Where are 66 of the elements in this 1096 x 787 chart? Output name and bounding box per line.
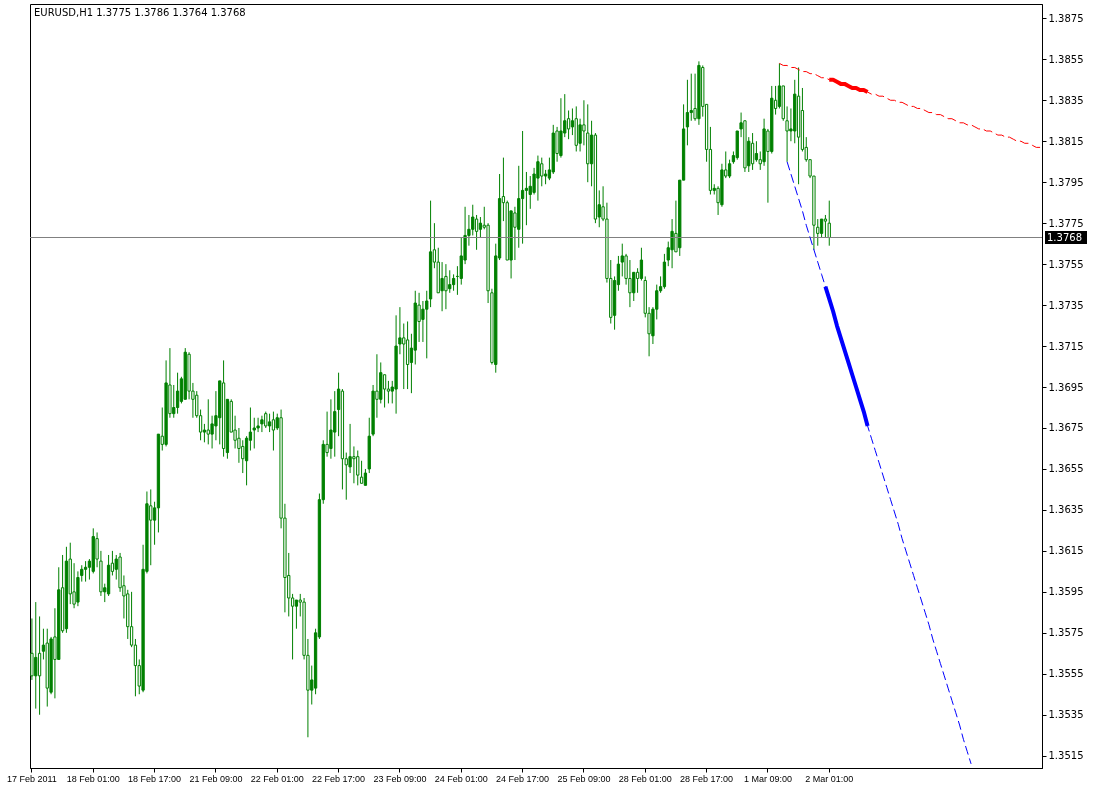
y-tick-label: 1.3855 — [1048, 53, 1084, 65]
x-tick-label: 18 Feb 01:00 — [66, 773, 120, 784]
x-tick-label: 25 Feb 09:00 — [557, 773, 611, 784]
candlestick — [356, 450, 360, 486]
candlestick — [524, 171, 529, 226]
candlestick — [536, 155, 540, 202]
y-tick-label: 1.3775 — [1048, 217, 1084, 229]
candlestick — [206, 398, 210, 445]
candlestick — [520, 130, 525, 245]
y-tick-label: 1.3755 — [1048, 258, 1084, 270]
x-tick-label: 22 Feb 17:00 — [312, 773, 366, 784]
candlestick — [37, 615, 42, 716]
y-tick-label: 1.3575 — [1048, 627, 1084, 639]
x-tick-label: 28 Feb 01:00 — [618, 773, 672, 784]
y-tick-label: 1.3675 — [1048, 422, 1084, 434]
candlestick — [440, 261, 444, 312]
y-tick-label: 1.3835 — [1048, 94, 1084, 106]
candlestick — [754, 140, 759, 163]
chart-title: EURUSD,H1 1.3775 1.3786 1.3764 1.3768 — [34, 7, 246, 18]
candlestick — [819, 218, 824, 238]
x-tick-label: 24 Feb 17:00 — [496, 773, 550, 784]
y-tick-label: 1.3695 — [1048, 381, 1084, 393]
x-tick-label: 1 Mar 09:00 — [743, 773, 792, 784]
candlestick — [34, 601, 38, 710]
y-tick-label: 1.3875 — [1048, 12, 1084, 24]
y-tick-label: 1.3715 — [1048, 340, 1084, 352]
candlestick — [827, 200, 831, 247]
ref-line-label: 1.3768 — [1047, 231, 1082, 243]
x-tick-label: 17 Feb 2011 — [6, 773, 57, 784]
candlestick — [448, 269, 452, 294]
x-tick-label: 2 Mar 01:00 — [805, 773, 854, 784]
candlestick — [244, 435, 249, 486]
candlestick — [727, 159, 732, 179]
y-tick-label: 1.3655 — [1048, 463, 1084, 475]
line-series — [827, 77, 870, 95]
candlestick — [175, 372, 180, 415]
candlestick — [260, 415, 264, 433]
line-series — [786, 161, 972, 765]
candlestick — [352, 445, 356, 484]
candlestick — [478, 216, 483, 238]
candlestick — [566, 110, 571, 140]
y-tick-label: 1.3555 — [1048, 668, 1084, 680]
y-tick-label: 1.3735 — [1048, 299, 1084, 311]
candlestick — [540, 157, 544, 187]
line-series — [778, 62, 1041, 148]
x-tick-label: 22 Feb 01:00 — [250, 773, 304, 784]
y-tick-label: 1.3635 — [1048, 504, 1084, 516]
y-tick-label: 1.3595 — [1048, 586, 1084, 598]
candlestick — [294, 599, 299, 630]
line-series — [823, 284, 870, 428]
x-tick-label: 21 Feb 09:00 — [189, 773, 243, 784]
y-tick-label: 1.3515 — [1048, 750, 1084, 762]
y-tick-label: 1.3795 — [1048, 176, 1084, 188]
candlestick — [402, 323, 406, 390]
x-tick-label: 18 Feb 17:00 — [128, 773, 182, 784]
candlestick — [444, 263, 448, 310]
y-tick-label: 1.3815 — [1048, 135, 1084, 147]
candlestick — [474, 214, 479, 251]
candlestick — [382, 374, 387, 409]
y-tick-label: 1.3615 — [1048, 545, 1084, 557]
x-tick-label: 23 Feb 09:00 — [373, 773, 427, 784]
x-tick-label: 24 Feb 01:00 — [434, 773, 488, 784]
candlestick — [685, 79, 690, 146]
candlestick — [823, 214, 828, 238]
x-tick-label: 28 Feb 17:00 — [680, 773, 734, 784]
y-tick-label: 1.3535 — [1048, 709, 1084, 721]
